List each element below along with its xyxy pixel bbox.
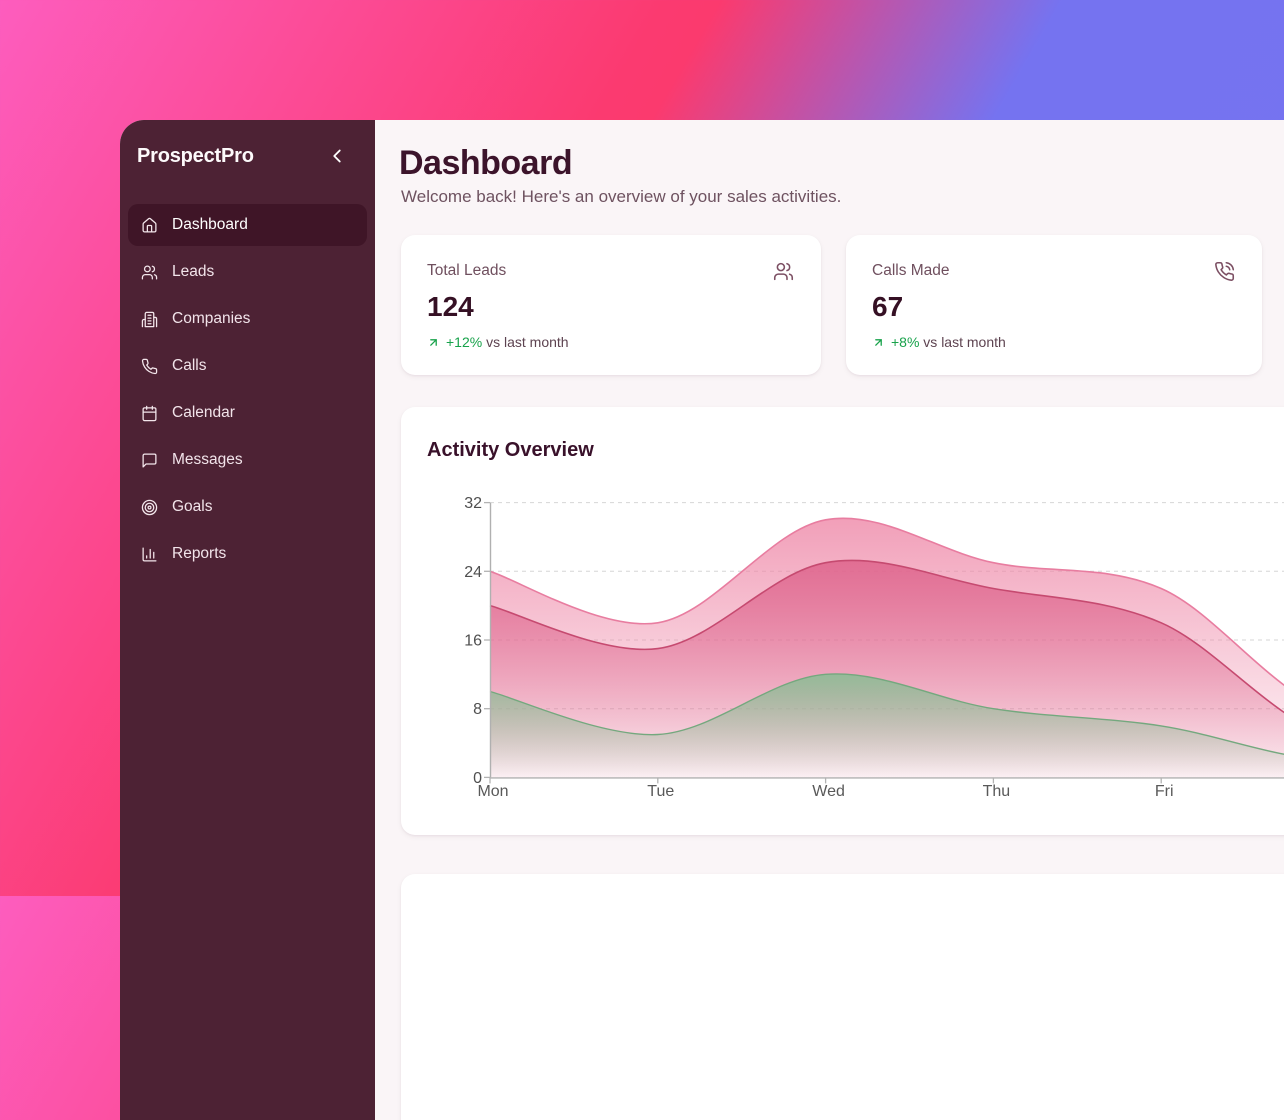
svg-text:Wed: Wed [812,783,845,800]
svg-text:Mon: Mon [477,783,508,800]
svg-text:24: 24 [464,564,482,581]
svg-text:32: 32 [464,495,482,512]
svg-text:Fri: Fri [1155,783,1174,800]
svg-text:Tue: Tue [647,783,674,800]
svg-text:0: 0 [473,770,482,787]
svg-text:16: 16 [464,633,482,650]
svg-text:Thu: Thu [983,783,1011,800]
svg-text:8: 8 [473,701,482,718]
